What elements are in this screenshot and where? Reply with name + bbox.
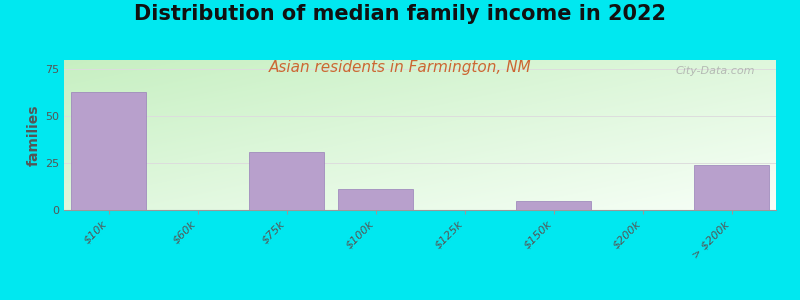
Text: Asian residents in Farmington, NM: Asian residents in Farmington, NM: [269, 60, 531, 75]
Bar: [694, 165, 770, 210]
Bar: [338, 189, 414, 210]
Bar: [516, 201, 591, 210]
Text: Distribution of median family income in 2022: Distribution of median family income in …: [134, 4, 666, 25]
Text: City-Data.com: City-Data.com: [675, 66, 754, 76]
Y-axis label: families: families: [27, 104, 41, 166]
Bar: [249, 152, 324, 210]
Bar: [70, 92, 146, 210]
